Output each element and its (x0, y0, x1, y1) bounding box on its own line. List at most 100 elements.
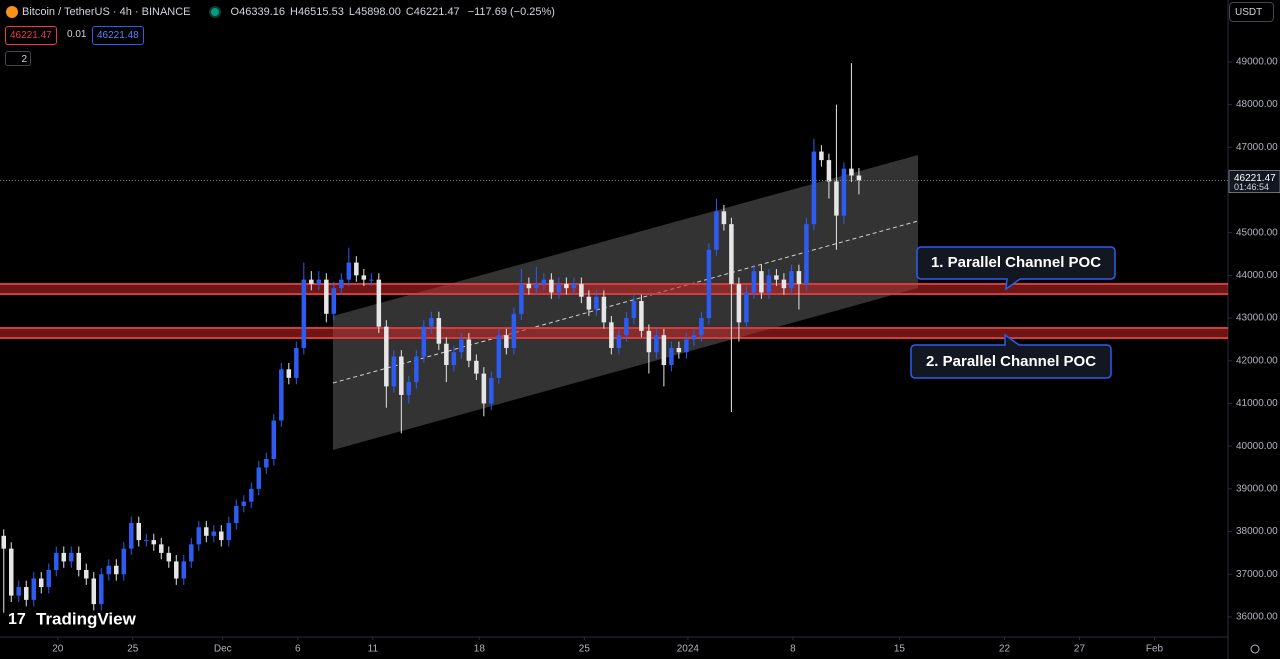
candle-body (256, 467, 262, 489)
symbol-title: Bitcoin / TetherUS · 4h · BINANCE (22, 6, 191, 18)
candle-body (181, 561, 187, 579)
market-status (210, 8, 219, 16)
candle-body (856, 175, 862, 181)
candle-body (16, 587, 22, 596)
candle-body (459, 339, 464, 353)
candle-body (841, 168, 847, 216)
candle-body (31, 578, 37, 600)
y-tick-label: 48000.00 (1236, 99, 1278, 110)
candle-body (751, 271, 757, 293)
candle-body (249, 488, 254, 502)
y-tick-label: 44000.00 (1236, 270, 1278, 281)
candle-body (391, 356, 397, 387)
indicator-toggle[interactable]: 2 (5, 51, 31, 66)
currency-button[interactable]: USDT (1229, 2, 1274, 22)
candle-body (556, 283, 562, 293)
callout-text: 2. Parallel Channel POC (926, 353, 1096, 370)
y-tick-label: 49000.00 (1236, 57, 1278, 68)
ohlc-value: 46339.16 (239, 6, 285, 18)
candle-body (579, 283, 584, 297)
candle-body (39, 578, 44, 588)
candle-body (226, 523, 232, 541)
candle-body (699, 318, 704, 336)
candle-body (466, 339, 472, 361)
candle-body (324, 279, 329, 314)
candle-body (616, 335, 622, 348)
ohlc-item: C46221.47 (406, 6, 460, 18)
ohlc-value: 46515.53 (297, 6, 344, 18)
candle-body (684, 339, 689, 353)
candle-body (369, 279, 374, 281)
watermark-logo: 17 (8, 611, 26, 628)
candle-body (234, 505, 239, 524)
candle-body (196, 527, 202, 545)
y-tick-label: 36000.00 (1236, 612, 1278, 623)
candle-body (789, 271, 794, 289)
candle-body (384, 326, 389, 387)
candle-body (549, 279, 554, 293)
ohlc-legend: O46339.16 H46515.53 L45898.00 C46221.47 (231, 6, 460, 18)
x-tick-label: 22 (999, 644, 1011, 655)
candle-body (834, 181, 839, 216)
candle-body (609, 322, 614, 348)
bid-box[interactable]: 46221.47 (5, 26, 57, 45)
candle-body (451, 352, 457, 366)
candle-body (54, 552, 59, 570)
candle-body (316, 279, 322, 284)
candle-body (84, 569, 89, 579)
candle-body (714, 211, 719, 250)
ohlc-label: O (230, 6, 240, 18)
candle-body (204, 527, 209, 536)
candle-body (99, 574, 104, 605)
candle-body (121, 548, 127, 575)
spread: 0.01 (67, 29, 87, 40)
ask-box[interactable]: 46221.48 (92, 26, 144, 45)
candle-body (1, 535, 7, 549)
candle-body (151, 540, 157, 545)
candle-body (159, 544, 164, 553)
candle-body (721, 211, 727, 225)
candle-body (639, 300, 644, 331)
candle-body (519, 283, 524, 314)
candle-body (24, 587, 29, 600)
y-tick-label: 40000.00 (1236, 441, 1278, 452)
x-tick-label: Dec (214, 644, 232, 655)
x-tick-label: Feb (1146, 644, 1164, 655)
candle-body (631, 300, 637, 319)
y-tick-label: 47000.00 (1236, 142, 1278, 153)
candle-body (399, 356, 404, 395)
candle-body (69, 552, 74, 562)
candle-body (804, 224, 809, 284)
candle-body (534, 283, 539, 289)
candle-body (496, 335, 502, 378)
x-tick-label: 6 (295, 644, 301, 655)
candle-body (294, 347, 299, 378)
x-tick-label: 2024 (677, 644, 700, 655)
candle-body (654, 335, 659, 353)
candle-body (286, 369, 292, 378)
ohlc-item: L45898.00 (349, 6, 401, 18)
candle-body (759, 271, 764, 293)
ohlc-label: L (348, 6, 355, 18)
y-tick-label: 37000.00 (1236, 569, 1278, 580)
x-tick-label: 11 (368, 644, 379, 655)
candle-body (76, 552, 82, 570)
candle-body (669, 347, 674, 366)
candle-body (736, 283, 742, 323)
candle-body (114, 565, 119, 575)
candle-body (339, 279, 344, 289)
candle-body (174, 561, 179, 579)
settings-icon[interactable] (1250, 644, 1260, 654)
ohlc-value: 45898.00 (354, 6, 401, 18)
coin-icon (6, 6, 18, 18)
y-tick-label: 39000.00 (1236, 483, 1278, 494)
candle-body (406, 382, 412, 395)
x-tick-label: 15 (894, 644, 906, 655)
candle-body (429, 318, 434, 327)
candle-body (526, 283, 532, 289)
x-tick-label: 27 (1074, 644, 1086, 655)
candle-body (346, 262, 352, 280)
countdown-label: 01:46:54 (1234, 182, 1269, 192)
